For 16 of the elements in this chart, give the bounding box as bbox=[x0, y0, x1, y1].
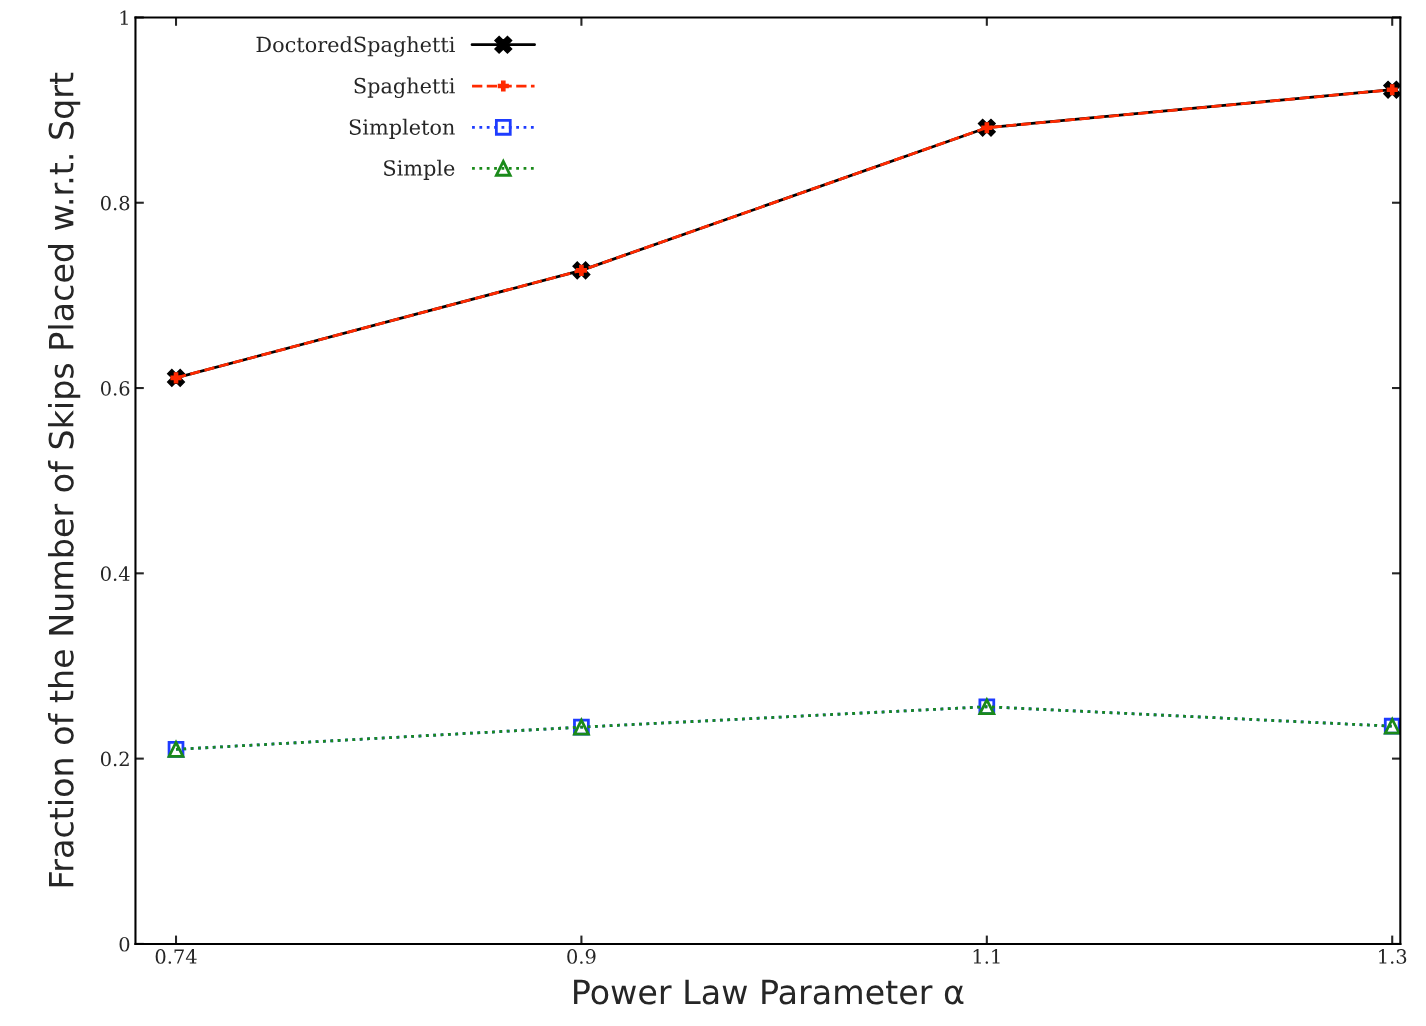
y-tick-label: 0.4 bbox=[100, 566, 130, 581]
y-tick-label: 1 bbox=[120, 10, 128, 25]
legend-label: DoctoredSpaghetti bbox=[256, 36, 455, 57]
legend-label: Simple bbox=[384, 159, 455, 180]
y-tick-label: 0.6 bbox=[100, 380, 130, 396]
y-axis-title: Fraction of the Number of Skips Placed w.r.t. Sqrt bbox=[47, 72, 81, 887]
x-axis-title: Power Law Parameter α bbox=[574, 979, 964, 1005]
x-tick-label: 0.9 bbox=[567, 949, 596, 964]
x-tick-label: 1.1 bbox=[973, 949, 1000, 964]
y-tick-label: 0.8 bbox=[100, 195, 130, 211]
x-tick-label: 1.3 bbox=[1379, 949, 1407, 964]
y-tick-label: 0.2 bbox=[100, 751, 129, 767]
legend-label: Spaghetti bbox=[354, 77, 455, 98]
legend-label: Simpleton bbox=[349, 118, 455, 139]
y-tick-label: 0 bbox=[119, 936, 130, 952]
x-tick-label: 0.74 bbox=[155, 949, 197, 964]
